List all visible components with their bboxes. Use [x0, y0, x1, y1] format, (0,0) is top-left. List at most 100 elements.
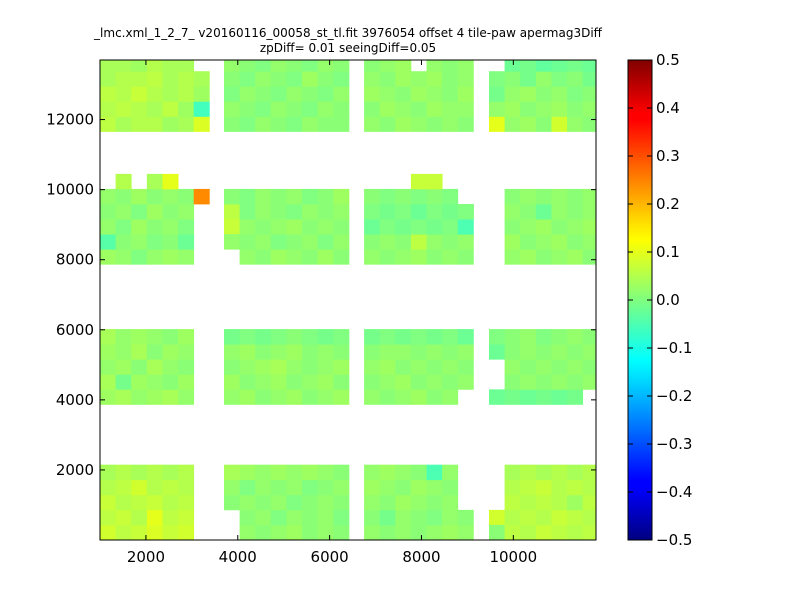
heatmap-cell: [567, 494, 584, 511]
heatmap-cell: [255, 509, 272, 526]
heatmap-cell: [333, 71, 350, 87]
heatmap-cell: [333, 204, 350, 220]
heatmap-cell: [193, 101, 210, 117]
heatmap-cell: [488, 329, 506, 345]
heatmap-cell: [426, 329, 443, 345]
heatmap-cell: [115, 173, 132, 190]
heatmap-cell: [162, 329, 179, 345]
heatmap-cell: [255, 234, 272, 250]
heatmap-cell: [410, 374, 427, 390]
heatmap-cell: [410, 101, 427, 117]
heatmap-cell: [286, 344, 303, 360]
heatmap-cell: [410, 509, 427, 526]
colorbar: 0.5 0.4 0.3 0.2 0.1 0.0 −0.1 −0.2 −0.3 −0.4 −0.5: [627, 51, 692, 549]
heatmap-cell: [457, 344, 474, 360]
heatmap-cell: [317, 219, 334, 235]
heatmap-cell: [115, 359, 132, 375]
heatmap-cell: [551, 249, 568, 265]
heatmap-cell: [551, 344, 568, 360]
heatmap-cell: [567, 359, 584, 375]
heatmap-cell: [504, 219, 521, 235]
heatmap-cell: [115, 464, 132, 481]
heatmap-cell: [410, 359, 427, 375]
heatmap-cell: [504, 71, 521, 87]
heatmap-cell: [146, 464, 163, 481]
heatmap-cell: [239, 219, 256, 235]
heatmap-cell: [255, 464, 272, 481]
heatmap-cell: [395, 101, 412, 117]
heatmap-cell: [488, 509, 506, 526]
heatmap-cell: [286, 116, 303, 132]
heatmap-cell: [131, 101, 148, 117]
heatmap-cell: [442, 249, 459, 265]
heatmap-cell: [567, 234, 584, 250]
heatmap-cell: [146, 101, 163, 117]
x-axis: 2000 4000 6000 8000 10000: [127, 60, 537, 566]
heatmap-cell: [162, 389, 179, 405]
heatmap-cell: [239, 374, 256, 390]
heatmap-cell: [255, 204, 272, 220]
heatmap-cell: [333, 188, 350, 205]
heatmap-cell: [551, 359, 568, 375]
heatmap-cell: [239, 116, 256, 132]
heatmap-cell: [100, 524, 117, 540]
colorbar-tick-label: 0.4: [656, 99, 680, 117]
heatmap-cell: [178, 464, 195, 481]
heatmap-cell: [551, 464, 568, 481]
heatmap-cell: [364, 479, 381, 496]
heatmap-cell: [302, 479, 319, 496]
heatmap-cell: [239, 509, 256, 526]
heatmap-cell: [504, 249, 521, 265]
y-tick-label: 10000: [46, 181, 94, 199]
heatmap-cell: [146, 389, 163, 405]
colorbar-tick-label: 0.0: [656, 291, 680, 309]
heatmap-cell: [364, 524, 381, 540]
heatmap-cell: [520, 374, 537, 390]
heatmap-cell: [442, 464, 459, 481]
heatmap-cell: [379, 60, 396, 72]
heatmap-cell: [551, 86, 568, 102]
heatmap-cell: [286, 479, 303, 496]
heatmap-cell: [551, 479, 568, 496]
heatmap-cell: [535, 71, 552, 87]
heatmap-cell: [270, 71, 287, 87]
heatmap-cell: [442, 359, 459, 375]
heatmap-cell: [410, 219, 427, 235]
x-tick-label: 10000: [489, 548, 537, 566]
heatmap-cell: [115, 389, 132, 405]
heatmap-cell: [100, 60, 117, 72]
colorbar-tick-label: 0.1: [656, 243, 680, 261]
heatmap-cell: [551, 60, 568, 72]
heatmap-cell: [333, 329, 350, 345]
heatmap-cell: [551, 116, 568, 132]
heatmap-cell: [100, 71, 117, 87]
heatmap-cell: [364, 60, 381, 72]
heatmap-cell: [410, 86, 427, 102]
heatmap-cell: [426, 494, 443, 511]
heatmap-cell: [317, 359, 334, 375]
heatmap-cell: [582, 234, 596, 250]
heatmap-cell: [567, 389, 584, 405]
heatmap-cell: [178, 524, 195, 540]
heatmap-cell: [442, 188, 459, 205]
heatmap-cell: [551, 524, 568, 540]
heatmap-cell: [551, 329, 568, 345]
heatmap-cell: [457, 524, 474, 540]
heatmap-cell: [488, 86, 506, 102]
heatmap-cell: [457, 249, 474, 265]
heatmap-cell: [286, 188, 303, 205]
heatmap-cell: [379, 464, 396, 481]
heatmap-cell: [178, 359, 195, 375]
heatmap-cell: [302, 389, 319, 405]
heatmap-cell: [364, 374, 381, 390]
heatmap-cell: [535, 359, 552, 375]
heatmap-cell: [224, 86, 241, 102]
heatmap-cell: [286, 60, 303, 72]
heatmap-cell: [364, 249, 381, 265]
heatmap-cell: [442, 524, 459, 540]
heatmap-cell: [286, 101, 303, 117]
heatmap-cell: [270, 60, 287, 72]
heatmap-cell: [520, 249, 537, 265]
heatmap-cell: [379, 524, 396, 540]
heatmap-cell: [426, 204, 443, 220]
